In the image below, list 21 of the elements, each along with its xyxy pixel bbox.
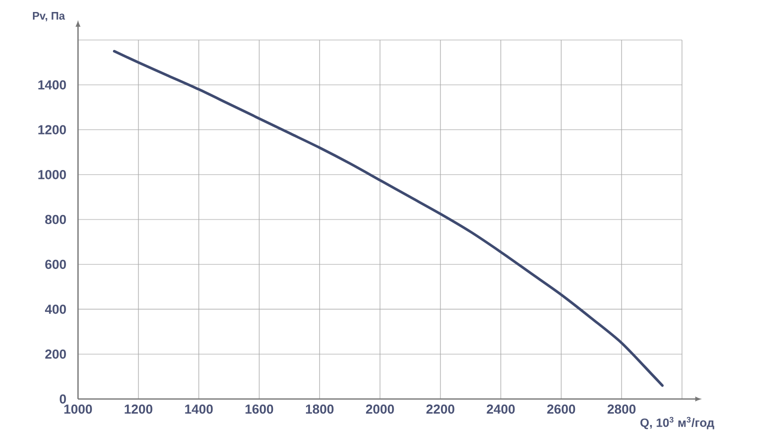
y-tick-label: 600 [45, 260, 66, 269]
y-tick-label: 400 [44, 304, 66, 314]
x-tick-label: 1200 [124, 404, 152, 414]
y-axis-title: Pv, Па [32, 12, 66, 22]
x-tick-label: 2600 [547, 404, 576, 414]
x-tick-label: 1800 [306, 404, 334, 414]
x-axis-title: Q, 10$^{3}$ м$^{3}$/год [640, 416, 714, 430]
line-series [112, 50, 664, 387]
x-tick-label: 2000 [366, 404, 394, 414]
y-tick-label: 1000 [38, 170, 66, 180]
y-tick-label: 1200 [38, 125, 66, 134]
y-tick-label: 200 [45, 350, 66, 359]
x-tick-label: 2800 [608, 404, 636, 414]
x-tick-label: 1600 [246, 404, 274, 414]
x-tick-label: 1000 [64, 404, 92, 414]
x-tick-label: 2200 [426, 404, 454, 414]
y-tick-label: 800 [45, 214, 66, 224]
x-tick-label: 2400 [486, 404, 515, 414]
x-tick-label: 1400 [185, 404, 213, 414]
y-tick-label: 0 [60, 394, 66, 404]
y-tick-label: 1400 [38, 80, 66, 90]
